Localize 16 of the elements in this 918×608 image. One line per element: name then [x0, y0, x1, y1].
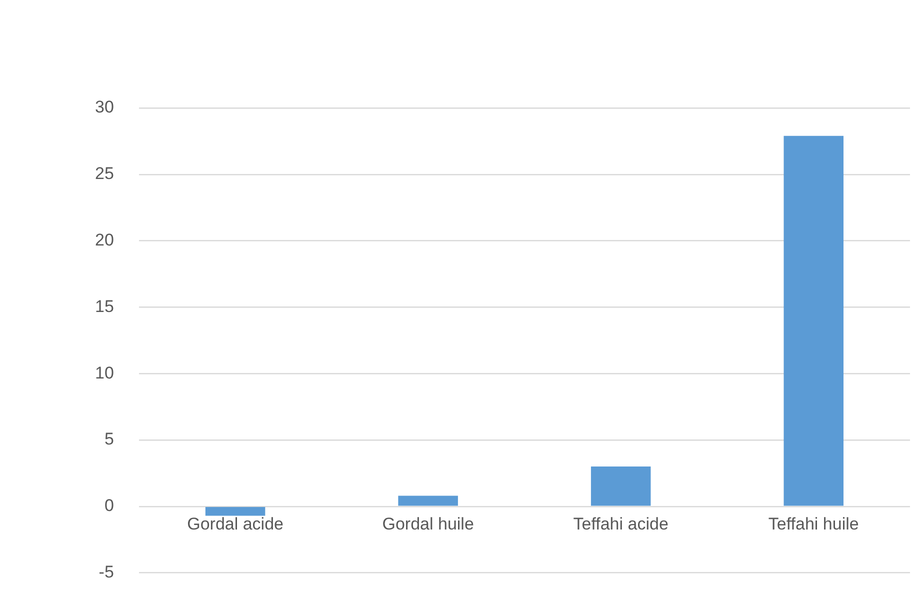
y-tick-label: 30 [94, 98, 114, 117]
y-tick-label: 15 [94, 296, 114, 316]
bar [784, 136, 844, 506]
bar [590, 466, 651, 506]
y-tick-label: 25 [94, 164, 114, 184]
y-tick-label: 0 [104, 496, 114, 516]
x-tick-label: Gordal huile [382, 514, 474, 534]
x-tick-label: Gordal acide [187, 514, 284, 534]
y-tick-label: 10 [94, 363, 114, 382]
y-tick-label: 5 [104, 430, 114, 449]
bar [205, 507, 266, 516]
x-tick-label: Teffahi huile [768, 514, 859, 534]
y-tick-label: -5 [98, 562, 114, 582]
bar [398, 496, 458, 506]
x-tick-label: Teffahi acide [573, 514, 668, 534]
y-tick-label: 20 [94, 230, 114, 250]
